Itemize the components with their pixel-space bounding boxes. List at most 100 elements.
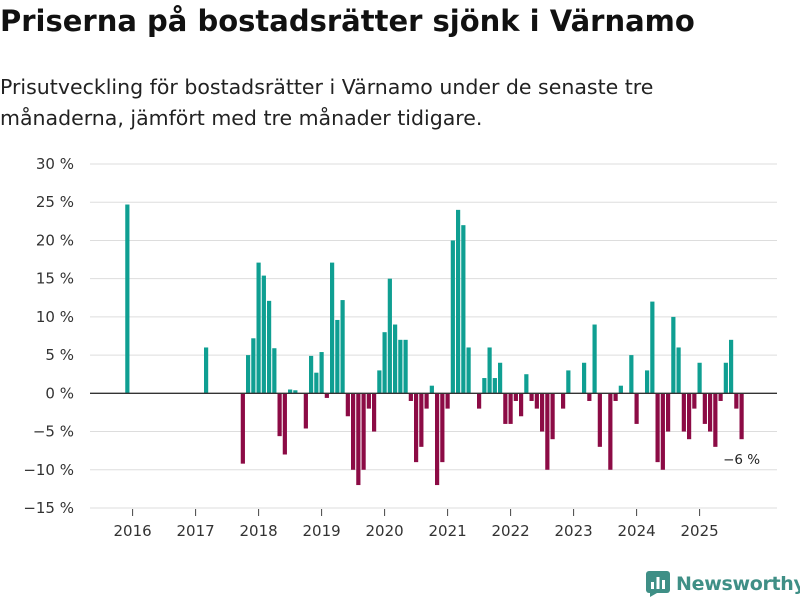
bar — [524, 374, 529, 394]
bar — [503, 393, 508, 424]
bar — [309, 355, 314, 394]
bar — [629, 355, 634, 394]
bar — [335, 319, 340, 394]
bar — [366, 393, 371, 409]
bar — [382, 332, 387, 394]
bar — [267, 300, 272, 394]
bar — [734, 393, 739, 409]
bar — [713, 393, 718, 447]
annotations: −6 % — [723, 452, 760, 468]
bar — [445, 393, 450, 409]
x-tick-label: 2024 — [618, 522, 656, 540]
bar — [419, 393, 424, 447]
bar — [566, 370, 571, 394]
bar — [540, 393, 545, 432]
bar — [482, 378, 487, 394]
bar — [697, 362, 702, 394]
y-tick-label: −10 % — [23, 461, 74, 479]
bar — [466, 347, 471, 394]
chart-subtitle: Prisutveckling för bostadsrätter i Värna… — [0, 75, 654, 130]
x-tick-label: 2019 — [303, 522, 341, 540]
x-tick-label: 2017 — [177, 522, 215, 540]
bar — [729, 339, 734, 394]
bar — [429, 385, 434, 394]
bar — [739, 393, 744, 440]
bar — [645, 370, 650, 394]
bar — [356, 393, 361, 486]
bar — [676, 347, 681, 394]
gridlines — [90, 163, 777, 509]
bar — [498, 362, 503, 394]
bar — [330, 262, 335, 394]
y-tick-label: 20 % — [36, 231, 74, 249]
bar — [723, 362, 728, 394]
bar — [204, 347, 209, 394]
bar — [450, 240, 455, 394]
y-tick-label: 5 % — [45, 346, 74, 364]
bar — [508, 393, 513, 424]
y-tick-label: 25 % — [36, 193, 74, 211]
bar — [246, 355, 251, 394]
x-tick-label: 2020 — [366, 522, 404, 540]
y-tick-label: 15 % — [36, 270, 74, 288]
bar — [513, 393, 518, 401]
bar — [582, 362, 587, 394]
bar — [608, 393, 613, 470]
bar — [240, 393, 245, 464]
y-axis-ticks: 30 % 25 % 20 % 15 % 10 % 5 % 0 % −5 % −10 % −15 % — [23, 155, 74, 517]
chart-title: Priserna på bostadsrätter sjönk i Värnam… — [0, 4, 695, 38]
bar — [634, 393, 639, 424]
y-tick-label: 10 % — [36, 308, 74, 326]
bar — [303, 393, 308, 429]
bar — [708, 393, 713, 432]
bar — [277, 393, 282, 437]
bar — [435, 393, 440, 486]
bar — [587, 393, 592, 401]
bar — [393, 324, 398, 394]
bar — [256, 262, 261, 394]
bar — [666, 393, 671, 432]
bar — [261, 275, 266, 394]
x-tick-label: 2016 — [114, 522, 152, 540]
bar — [319, 352, 324, 394]
bar — [702, 393, 707, 424]
x-tick-label: 2021 — [429, 522, 467, 540]
bar — [461, 225, 466, 394]
bar — [660, 393, 665, 470]
bar — [345, 393, 350, 417]
bar — [550, 393, 555, 440]
y-tick-label: 0 % — [45, 384, 74, 402]
y-tick-label: −5 % — [33, 423, 74, 441]
y-tick-label: −15 % — [23, 499, 74, 517]
bar — [477, 393, 482, 409]
bar — [403, 339, 408, 394]
newsworthy-logo-icon — [646, 571, 670, 597]
bar — [650, 301, 655, 394]
bar — [519, 393, 524, 417]
bar — [293, 390, 298, 394]
bar — [361, 393, 366, 470]
x-tick-label: 2023 — [555, 522, 593, 540]
bar — [534, 393, 539, 409]
bar — [125, 204, 130, 394]
bar — [597, 393, 602, 447]
bar — [351, 393, 356, 470]
bar — [671, 316, 676, 394]
brand-logo: Newsworthy — [646, 570, 800, 598]
bar — [414, 393, 419, 463]
data-label: −6 % — [723, 452, 760, 468]
bar — [314, 372, 319, 394]
bar — [655, 393, 660, 463]
bar — [340, 300, 345, 394]
bar — [424, 393, 429, 409]
bar — [282, 393, 287, 455]
brand-name: Newsworthy — [676, 573, 800, 595]
bar — [613, 393, 618, 401]
bar — [387, 278, 392, 394]
bar — [529, 393, 534, 401]
bar — [561, 393, 566, 409]
bar — [492, 378, 497, 394]
bar — [718, 393, 723, 401]
x-tick-label: 2025 — [681, 522, 719, 540]
